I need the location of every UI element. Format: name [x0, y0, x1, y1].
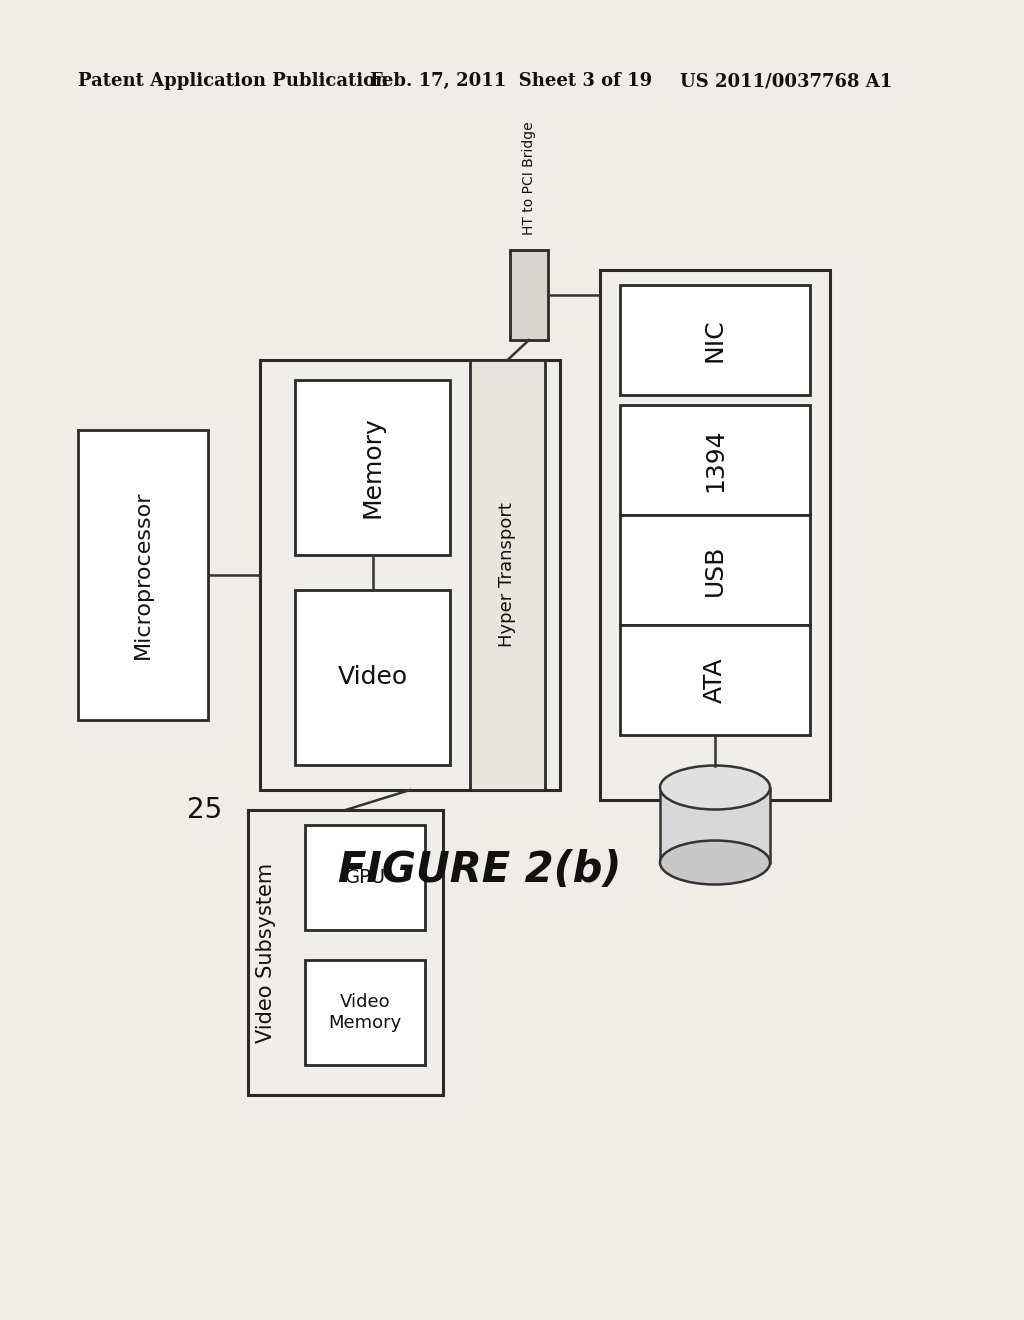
- Bar: [600, 271, 830, 800]
- Text: FIGURE 2(b): FIGURE 2(b): [338, 849, 622, 891]
- Text: Microprocessor: Microprocessor: [133, 491, 153, 659]
- Text: 1394: 1394: [703, 428, 727, 492]
- Text: NIC: NIC: [703, 318, 727, 362]
- Text: Hyper Transport: Hyper Transport: [499, 503, 516, 647]
- Text: Video: Video: [338, 665, 408, 689]
- Bar: [620, 285, 810, 395]
- Text: 25: 25: [187, 796, 222, 824]
- Bar: [620, 624, 810, 735]
- Ellipse shape: [660, 841, 770, 884]
- Ellipse shape: [660, 766, 770, 809]
- Bar: [510, 249, 548, 341]
- Bar: [78, 430, 208, 719]
- Text: GPU: GPU: [344, 869, 386, 887]
- Bar: [248, 810, 443, 1096]
- Text: Video Subsystem: Video Subsystem: [256, 862, 276, 1043]
- Bar: [295, 380, 450, 554]
- Text: USB: USB: [703, 544, 727, 595]
- Text: HT to PCI Bridge: HT to PCI Bridge: [522, 121, 536, 235]
- Bar: [295, 590, 450, 766]
- Bar: [305, 825, 425, 931]
- Text: Video
Memory: Video Memory: [329, 993, 401, 1032]
- Bar: [620, 515, 810, 624]
- Bar: [305, 960, 425, 1065]
- Text: Patent Application Publication: Patent Application Publication: [78, 73, 388, 90]
- Bar: [260, 360, 560, 789]
- Bar: [620, 405, 810, 515]
- Text: Feb. 17, 2011  Sheet 3 of 19: Feb. 17, 2011 Sheet 3 of 19: [370, 73, 652, 90]
- Text: Memory: Memory: [360, 417, 384, 519]
- Bar: [660, 788, 770, 862]
- Text: US 2011/0037768 A1: US 2011/0037768 A1: [680, 73, 892, 90]
- Bar: [470, 360, 545, 789]
- Text: ATA: ATA: [703, 657, 727, 702]
